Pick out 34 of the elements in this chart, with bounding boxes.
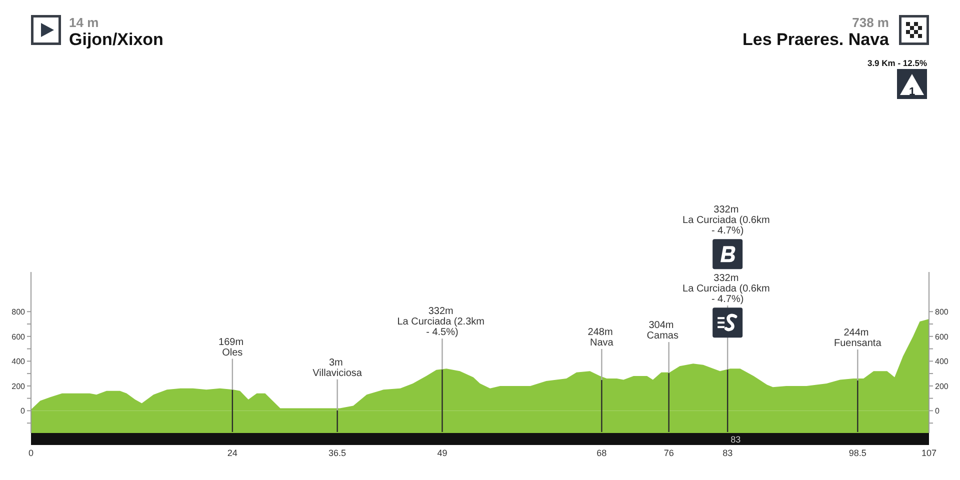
annotation: 248m Nava: [588, 326, 616, 348]
x-tick-label: 107: [921, 448, 937, 458]
y-tick-label: 0: [20, 406, 26, 416]
x-tick-label: 24: [227, 448, 238, 458]
text: Gijon/Xixon: [69, 30, 164, 49]
y-tick-label: 600: [12, 332, 26, 342]
x-tick-label: 36.5: [328, 448, 346, 458]
text: 332m La Curciada (0.6km - 4.7%): [682, 204, 773, 237]
text: 3.9 Km - 12.5%: [867, 58, 928, 68]
x-tick-label: 0: [28, 448, 34, 458]
x-tick-label: 76: [664, 448, 674, 458]
annotation: 244m Fuensanta: [834, 327, 882, 349]
x-tick-label: 98.5: [848, 448, 866, 458]
y2-tick-label: 800: [935, 308, 949, 317]
y2-tick-label: 200: [935, 382, 949, 391]
y2-tick-label: 400: [935, 357, 949, 366]
y-tick-label: 200: [12, 382, 26, 391]
y2-tick-label: 0: [935, 406, 940, 416]
text: 738 m: [852, 15, 889, 30]
annotation: 83: [730, 434, 741, 444]
annotation: 332m La Curciada (2.3km - 4.5%): [397, 306, 488, 338]
y-tick-label: 400: [12, 357, 26, 366]
text: Les Praeres. Nava: [742, 30, 890, 49]
annotation: 332m La Curciada (0.6km - 4.7%): [682, 273, 773, 306]
y-tick-label: 800: [12, 308, 26, 317]
annotation: 3m Villaviciosa: [312, 357, 362, 379]
text: 14 m: [69, 15, 99, 30]
annotation: 304m Camas: [646, 320, 678, 342]
x-tick-label: 83: [722, 448, 733, 458]
annotation: 169m Oles: [218, 336, 246, 358]
text: 1: [908, 86, 916, 98]
y2-tick-label: 600: [935, 332, 949, 342]
x-tick-label: 49: [437, 448, 448, 458]
x-tick-label: 68: [596, 448, 607, 458]
